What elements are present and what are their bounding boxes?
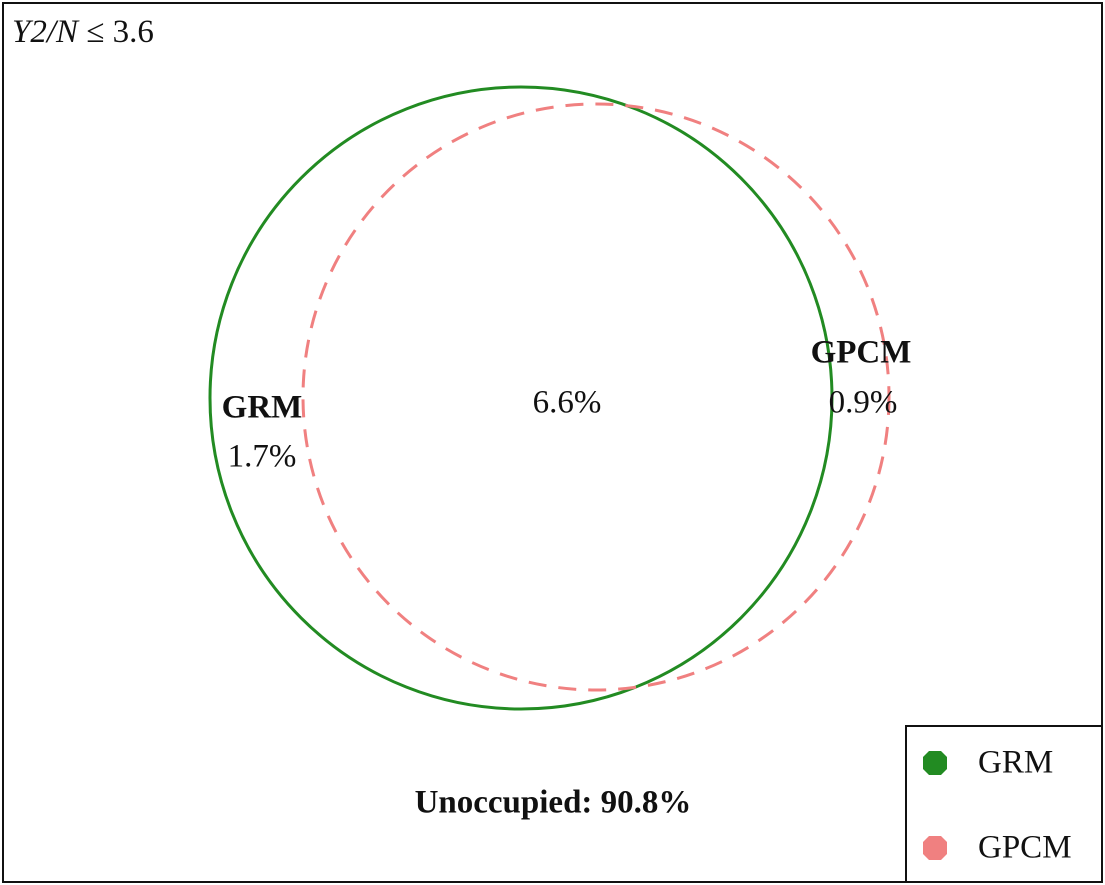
legend-marker: [923, 751, 947, 775]
set-label: GPCM: [811, 335, 912, 371]
title-variable: Y2/N: [12, 14, 80, 50]
legend-marker: [923, 836, 947, 860]
legend-label: GPCM: [978, 830, 1072, 866]
overlap-value: 6.6%: [533, 385, 602, 421]
grm-circle: [208, 85, 834, 711]
set-label: GRM: [222, 390, 303, 426]
set-only-value: 0.9%: [829, 385, 898, 421]
legend-label: GRM: [978, 745, 1053, 781]
set-only-value: 1.7%: [228, 439, 297, 475]
title-condition: ≤ 3.6: [86, 14, 154, 50]
title: Y2/N ≤ 3.6: [12, 14, 154, 50]
unoccupied-label: Unoccupied: 90.8%: [415, 785, 692, 821]
gpcm-circle: [301, 102, 891, 692]
